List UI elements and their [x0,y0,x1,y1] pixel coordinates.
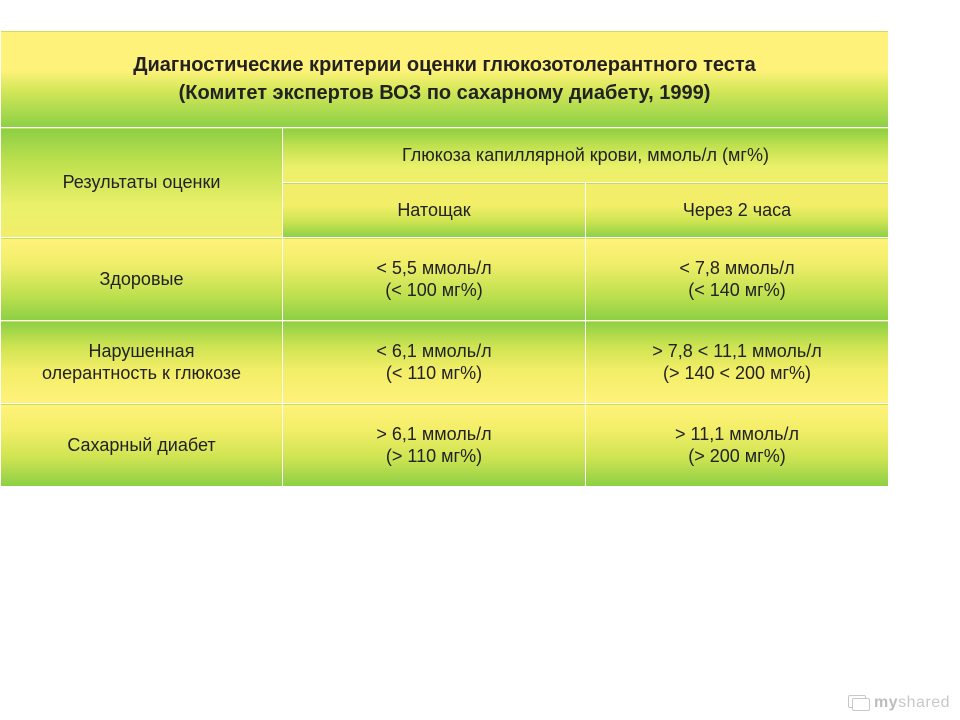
watermark-text: myshared [874,694,950,712]
header-results: Результаты оценки [1,128,283,238]
row-fasting: < 5,5 ммоль/л (< 100 мг%) [283,238,586,321]
header-fasting: Натощак [283,183,586,238]
table-row: Нарушенная олерантность к глюкозе < 6,1 … [1,321,889,404]
title-row: Диагностические критерии оценки глюкозот… [1,31,889,128]
cell-line: олерантность к глюкозе [42,363,241,383]
cell-line: (> 140 < 200 мг%) [663,363,811,383]
cell-line: > 11,1 ммоль/л [675,424,799,444]
row-label: Нарушенная олерантность к глюкозе [1,321,283,404]
row-after2h: > 7,8 < 11,1 ммоль/л (> 140 < 200 мг%) [586,321,889,404]
table-row: Сахарный диабет > 6,1 ммоль/л (> 110 мг%… [1,404,889,487]
cell-line: (> 200 мг%) [688,446,785,466]
watermark: myshared [848,694,950,712]
title-line1: Диагностические критерии оценки глюкозот… [133,54,756,76]
table-row: Здоровые < 5,5 ммоль/л (< 100 мг%) < 7,8… [1,238,889,321]
table-title: Диагностические критерии оценки глюкозот… [1,31,889,128]
cell-line: < 7,8 ммоль/л [679,258,794,278]
row-after2h: < 7,8 ммоль/л (< 140 мг%) [586,238,889,321]
cell-line: < 6,1 ммоль/л [376,341,491,361]
header-after2h: Через 2 часа [586,183,889,238]
row-label: Сахарный диабет [1,404,283,487]
header-row-1: Результаты оценки Глюкоза капиллярной кр… [1,128,889,183]
cell-line: (< 110 мг%) [386,363,482,383]
cell-line: (> 110 мг%) [386,446,482,466]
watermark-rest: shared [898,694,950,711]
slide: Диагностические критерии оценки глюкозот… [0,0,960,720]
header-glucose: Глюкоза капиллярной крови, ммоль/л (мг%) [283,128,889,183]
row-fasting: < 6,1 ммоль/л (< 110 мг%) [283,321,586,404]
title-line2: (Комитет экспертов ВОЗ по сахарному диаб… [179,82,711,104]
row-after2h: > 11,1 ммоль/л (> 200 мг%) [586,404,889,487]
row-fasting: > 6,1 ммоль/л (> 110 мг%) [283,404,586,487]
slides-icon [848,695,870,711]
criteria-table: Диагностические критерии оценки глюкозот… [0,30,889,487]
criteria-table-wrap: Диагностические критерии оценки глюкозот… [0,30,888,487]
row-label: Здоровые [1,238,283,321]
cell-line: < 5,5 ммоль/л [376,258,491,278]
cell-line: (< 140 мг%) [688,280,785,300]
cell-line: > 6,1 ммоль/л [376,424,491,444]
cell-line: (< 100 мг%) [385,280,482,300]
watermark-bold: my [874,694,898,711]
cell-line: > 7,8 < 11,1 ммоль/л [652,341,822,361]
cell-line: Нарушенная [89,341,195,361]
